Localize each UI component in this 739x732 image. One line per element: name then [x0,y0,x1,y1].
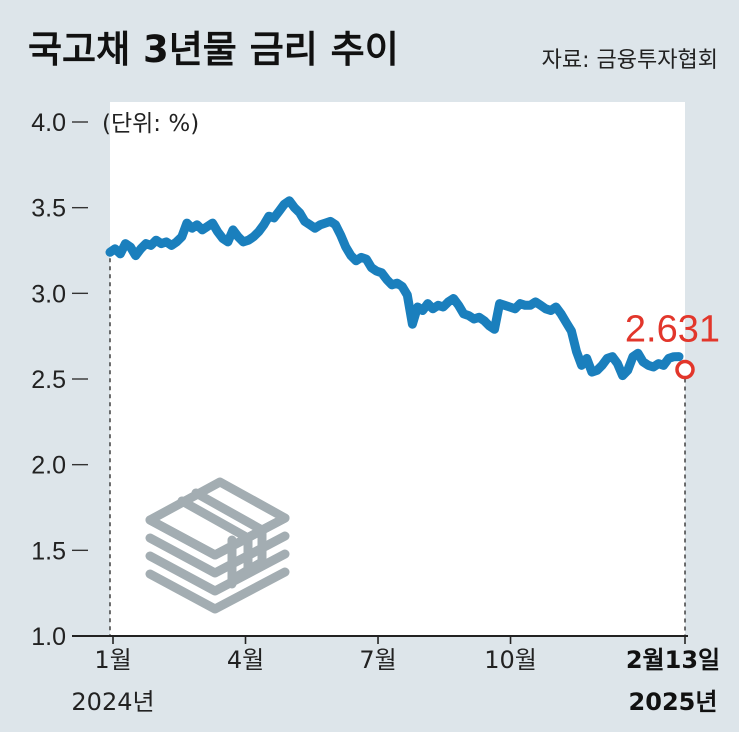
unit-label: (단위: %) [102,111,199,137]
y-tick-label: 3.0 [31,280,66,308]
x-tick-label: 7월 [359,646,396,674]
x-axis: 1월 2024년 4월 7월 10월 2월13일 2025년 [71,635,720,716]
x-tick-label: 2월13일 [626,646,720,674]
x-year-label: 2024년 [71,688,154,716]
x-tick-label: 1월 [94,646,131,674]
x-year-label: 2025년 [629,688,718,716]
last-value-label: 2.631 [625,309,720,351]
stacked-bonds-icon [145,477,290,614]
last-value-marker [675,359,695,380]
rate-series-line [105,196,684,381]
y-tick-label: 2.5 [31,366,66,394]
y-tick-label: 3.5 [31,195,66,223]
y-tick-label: 1.5 [31,537,66,565]
y-tick-label: 1.0 [31,623,66,651]
chart-title: 국고채 3년물 금리 추이 [28,28,399,71]
x-tick-label: 10월 [484,646,537,674]
source-note: 자료: 금융투자협회 [542,48,718,73]
y-axis: 4.0 3.5 3.0 2.5 2.0 1.5 1.0 [31,109,88,651]
x-tick-label: 4월 [227,646,264,674]
y-tick-label: 2.0 [31,452,66,480]
y-tick-label: 4.0 [31,109,66,137]
